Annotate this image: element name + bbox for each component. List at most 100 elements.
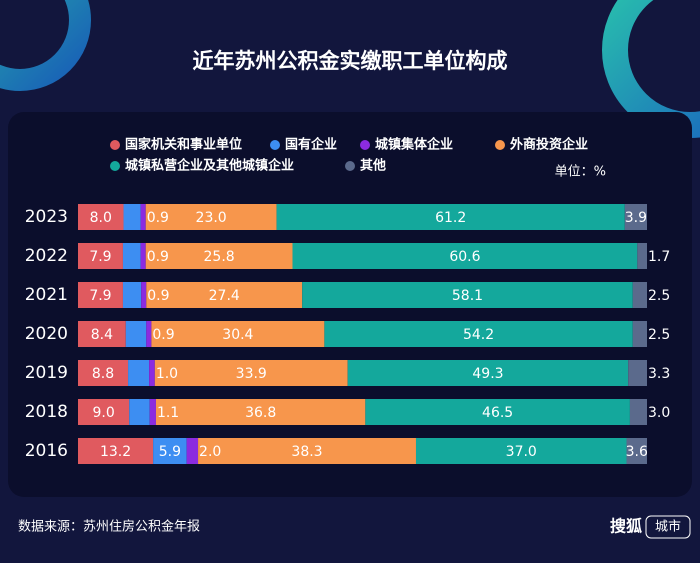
bar-segment bbox=[632, 321, 647, 347]
logo-tag-box bbox=[645, 515, 691, 539]
bar-segment bbox=[78, 282, 123, 308]
legend-swatch bbox=[270, 140, 280, 150]
decoration bbox=[0, 0, 91, 91]
unit-note: 单位：% bbox=[555, 165, 606, 180]
bar-segment bbox=[415, 438, 627, 464]
bar-segment bbox=[629, 399, 647, 425]
data-label: 0.9 bbox=[147, 210, 169, 226]
data-label: 8.4 bbox=[91, 327, 113, 343]
data-label: 1.0 bbox=[156, 366, 178, 382]
bar-segment bbox=[276, 204, 625, 230]
data-label: 2.5 bbox=[648, 288, 670, 304]
data-label: 3.9 bbox=[625, 210, 647, 226]
data-label: 46.5 bbox=[482, 405, 513, 421]
legend-label: 城镇私营企业及其他城镇企业 bbox=[125, 158, 294, 174]
data-label: 54.2 bbox=[463, 327, 494, 343]
bar-segment bbox=[628, 360, 647, 386]
bar-segment bbox=[122, 243, 141, 269]
y-tick-label: 2022 bbox=[25, 246, 68, 266]
data-label: 27.4 bbox=[209, 288, 240, 304]
bar-segment bbox=[140, 243, 146, 269]
bar-segment bbox=[78, 243, 123, 269]
bar-segment bbox=[146, 321, 152, 347]
bar-segment bbox=[145, 204, 277, 230]
bar-segment bbox=[347, 360, 629, 386]
bar-segment bbox=[149, 360, 155, 386]
data-label: 0.9 bbox=[152, 327, 174, 343]
bar-segment bbox=[78, 438, 154, 464]
legend-label: 国家机关和事业单位 bbox=[125, 137, 242, 153]
bar-segment bbox=[365, 399, 630, 425]
data-label: 30.4 bbox=[222, 327, 253, 343]
y-tick-label: 2021 bbox=[25, 285, 68, 305]
data-label: 3.0 bbox=[648, 405, 670, 421]
bar-segment bbox=[122, 282, 142, 308]
data-label: 38.3 bbox=[291, 444, 322, 460]
data-label: 2.5 bbox=[648, 327, 670, 343]
data-label: 7.9 bbox=[89, 249, 111, 265]
data-label: 8.8 bbox=[92, 366, 114, 382]
bar-segment bbox=[624, 204, 647, 230]
legend-label: 城镇集体企业 bbox=[375, 137, 453, 153]
data-label: 7.9 bbox=[89, 288, 111, 304]
y-tick-label: 2023 bbox=[25, 207, 68, 227]
data-label: 61.2 bbox=[435, 210, 466, 226]
data-label: 0.9 bbox=[147, 249, 169, 265]
data-label: 58.1 bbox=[452, 288, 483, 304]
legend-swatch bbox=[345, 161, 355, 171]
data-label: 3.3 bbox=[648, 366, 670, 382]
data-label: 2.0 bbox=[199, 444, 221, 460]
bar-segment bbox=[632, 282, 647, 308]
bar-segment bbox=[78, 360, 129, 386]
bar-segment bbox=[129, 399, 150, 425]
bar-segment bbox=[78, 321, 126, 347]
bar-segment bbox=[186, 438, 199, 464]
bar-segment bbox=[637, 243, 647, 269]
bar-segment bbox=[125, 321, 147, 347]
data-label: 37.0 bbox=[506, 444, 537, 460]
y-tick-label: 2016 bbox=[25, 441, 68, 461]
bar-segment bbox=[141, 282, 147, 308]
data-label: 13.2 bbox=[100, 444, 131, 460]
logo-tag: 城市 bbox=[655, 519, 681, 535]
bar-segment bbox=[292, 243, 638, 269]
bar-segment bbox=[78, 204, 124, 230]
data-label: 36.8 bbox=[245, 405, 276, 421]
bar-segment bbox=[626, 438, 647, 464]
data-label: 3.6 bbox=[626, 444, 648, 460]
bar-segment bbox=[324, 321, 633, 347]
data-label: 8.0 bbox=[90, 210, 112, 226]
legend-swatch bbox=[360, 140, 370, 150]
bar-segment bbox=[154, 360, 348, 386]
data-label: 60.6 bbox=[449, 249, 480, 265]
y-tick-label: 2020 bbox=[25, 324, 68, 344]
source: 数据来源：苏州住房公积金年报 bbox=[18, 519, 200, 535]
legend-swatch bbox=[110, 140, 120, 150]
bar-segment bbox=[145, 243, 293, 269]
data-label: 23.0 bbox=[196, 210, 227, 226]
bar-segment bbox=[78, 399, 130, 425]
y-tick-label: 2019 bbox=[25, 363, 68, 383]
bar-segment bbox=[123, 204, 141, 230]
legend-label: 其他 bbox=[360, 158, 386, 174]
bar-segment bbox=[153, 438, 187, 464]
bar-segment bbox=[140, 204, 146, 230]
y-tick-label: 2018 bbox=[25, 402, 68, 422]
data-label: 9.0 bbox=[92, 405, 114, 421]
bar-segment bbox=[151, 321, 325, 347]
bar-segment bbox=[155, 399, 366, 425]
bar-segment bbox=[149, 399, 156, 425]
data-label: 49.3 bbox=[472, 366, 503, 382]
data-label: 25.8 bbox=[204, 249, 235, 265]
logo: 搜狐 bbox=[610, 517, 642, 536]
chart-title: 近年苏州公积金实缴职工单位构成 bbox=[193, 49, 508, 73]
data-label: 5.9 bbox=[159, 444, 181, 460]
legend-swatch bbox=[110, 161, 120, 171]
data-label: 0.9 bbox=[147, 288, 169, 304]
bar-segment bbox=[198, 438, 416, 464]
data-label: 1.7 bbox=[648, 249, 670, 265]
data-label: 1.1 bbox=[157, 405, 179, 421]
legend-label: 国有企业 bbox=[285, 137, 337, 153]
bar-segment bbox=[302, 282, 633, 308]
